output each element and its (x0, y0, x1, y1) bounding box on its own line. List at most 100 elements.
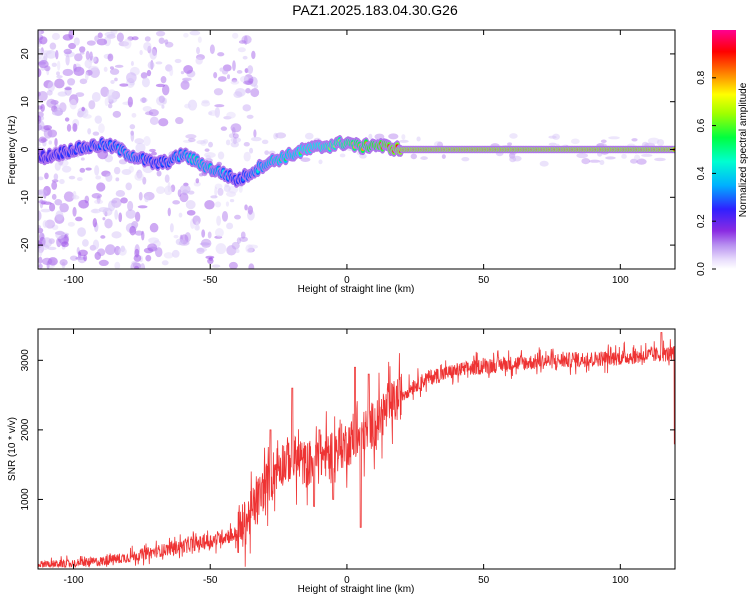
noise-blob (89, 51, 93, 61)
noise-blob (214, 104, 225, 108)
noise-blob (131, 112, 137, 118)
noise-blob (63, 48, 72, 55)
noise-blob (209, 44, 215, 55)
noise-blob (149, 222, 159, 233)
noise-blob (79, 167, 86, 173)
noise-blob (79, 51, 85, 55)
snr-frame (37, 328, 676, 570)
noise-blob (56, 71, 60, 76)
colorbar-tick-label: 0.6 (696, 118, 707, 132)
noise-blob (207, 231, 212, 239)
noise-blob (75, 92, 85, 97)
noise-blob (72, 123, 78, 132)
noise-blob (264, 150, 270, 156)
noise-blob (219, 67, 224, 72)
noise-blob (214, 186, 218, 197)
noise-blob (244, 35, 248, 46)
noise-blob (94, 165, 100, 176)
noise-blob (636, 158, 647, 165)
noise-blob (226, 222, 234, 230)
noise-blob (213, 88, 224, 96)
noise-blob (88, 65, 99, 71)
noise-blob (84, 71, 89, 81)
top-y-tick-label: 20 (20, 48, 31, 60)
bottom-x-tick-label: -50 (203, 575, 218, 586)
noise-blob (130, 131, 135, 142)
noise-blob (216, 215, 221, 226)
noise-blob (80, 157, 85, 161)
bottom-y-tick-label: 3000 (20, 349, 31, 372)
noise-blob (201, 100, 211, 107)
noise-blob (126, 72, 137, 84)
noise-blob (116, 32, 124, 43)
noise-blob (85, 50, 90, 61)
noise-blob (461, 157, 470, 162)
noise-blob (229, 198, 235, 203)
noise-blob (214, 201, 222, 208)
noise-blob (129, 124, 136, 130)
noise-blob (108, 103, 113, 109)
noise-blob (44, 172, 49, 180)
noise-blob (161, 104, 165, 109)
noise-blob (88, 100, 96, 110)
noise-blob (174, 58, 182, 64)
noise-blob (92, 208, 98, 214)
noise-blob (51, 193, 57, 200)
noise-blob (599, 159, 605, 166)
noise-blob (210, 195, 218, 199)
noise-blob (125, 209, 136, 219)
top-x-axis-label: Height of straight line (km) (298, 284, 415, 295)
noise-blob (38, 60, 49, 69)
noise-blob (173, 234, 179, 239)
noise-blob (509, 133, 518, 139)
noise-blob (46, 98, 57, 108)
noise-blob (79, 78, 88, 85)
noise-blob (103, 66, 108, 72)
noise-blob (141, 77, 150, 88)
noise-blob (123, 38, 132, 49)
noise-blob (92, 239, 100, 250)
noise-blob (67, 221, 75, 227)
noise-blob (115, 177, 120, 182)
noise-blob (61, 241, 69, 248)
top-x-tick-label: 100 (612, 275, 629, 286)
noise-blob (243, 151, 251, 162)
noise-blob (261, 139, 269, 145)
noise-blob (65, 54, 70, 66)
noise-blob (38, 48, 42, 52)
noise-blob (208, 256, 213, 261)
noise-blob (106, 89, 117, 101)
noise-blob (634, 154, 641, 161)
noise-blob (84, 59, 92, 69)
bottom-y-axis-label: SNR (10 * v/v) (7, 417, 18, 481)
noise-blob (201, 229, 206, 238)
noise-blob (185, 200, 196, 210)
noise-blob (119, 83, 129, 87)
noise-blob (175, 238, 184, 246)
noise-blob (38, 263, 43, 269)
noise-blob (232, 32, 239, 39)
noise-blob (205, 154, 211, 161)
noise-blob (246, 114, 254, 119)
bottom-y-axis: 1000 2000 3000 (20, 349, 675, 511)
noise-blob (112, 110, 122, 118)
noise-blob (200, 238, 212, 248)
noise-blob (38, 189, 48, 196)
noise-blob (242, 104, 251, 112)
bottom-x-tick-label: 100 (612, 575, 629, 586)
noise-blob (74, 53, 83, 62)
noise-blob (82, 239, 89, 247)
noise-blob (57, 159, 69, 167)
noise-blob (96, 38, 108, 46)
noise-blob (179, 184, 191, 194)
noise-blob (244, 204, 248, 211)
noise-blob (81, 106, 85, 112)
colorbar-ticks: 0.0 0.2 0.4 0.6 0.8 (696, 70, 716, 276)
noise-blob (197, 36, 202, 43)
noise-blob (104, 218, 113, 229)
noise-blob (605, 156, 616, 160)
noise-blob (82, 114, 92, 119)
noise-blob (78, 249, 88, 257)
noise-blob (42, 237, 53, 248)
noise-blob (48, 140, 53, 145)
